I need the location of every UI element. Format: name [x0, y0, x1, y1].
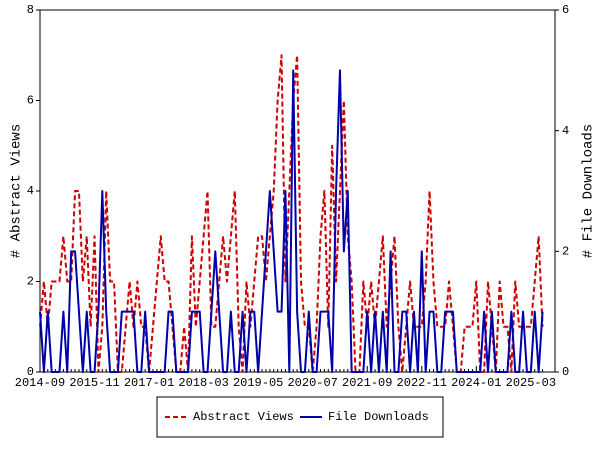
y-tick-label: 2 [27, 275, 34, 289]
x-tick-label: 2014-09 [15, 376, 65, 390]
y2-tick-label: 0 [562, 365, 569, 379]
legend-label: Abstract Views [193, 410, 294, 424]
x-tick-label: 2019-05 [233, 376, 283, 390]
y-tick-label: 4 [27, 184, 34, 198]
x-tick-label: 2021-09 [342, 376, 392, 390]
series-line [39, 69, 544, 373]
y-axis-title: # Abstract Views [9, 124, 25, 258]
y2-tick-label: 6 [562, 3, 569, 17]
y2-tick-label: 4 [562, 124, 569, 138]
y-tick-label: 0 [27, 365, 34, 379]
legend-box [156, 396, 444, 438]
x-tick-label: 2022-11 [397, 376, 447, 390]
x-tick-label: 2018-03 [178, 376, 228, 390]
y-tick-label: 8 [27, 3, 34, 17]
x-tick-label: 2015-11 [69, 376, 119, 390]
x-tick-label: 2024-01 [451, 376, 501, 390]
y-tick-label: 6 [27, 94, 34, 108]
y2-axis-title: # File Downloads [581, 124, 597, 258]
legend-label: File Downloads [328, 410, 429, 424]
x-tick-label: 2017-01 [124, 376, 174, 390]
y2-tick-label: 2 [562, 245, 569, 259]
x-tick-label: 2025-03 [506, 376, 556, 390]
x-tick-label: 2020-07 [287, 376, 337, 390]
